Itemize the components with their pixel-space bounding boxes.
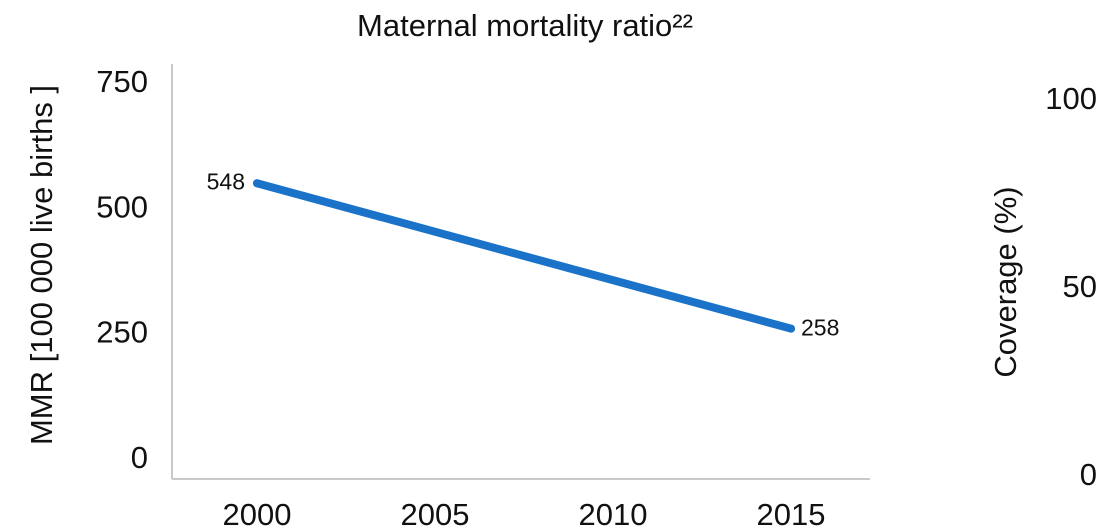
x-tick-label: 2015 xyxy=(757,497,826,529)
series-point xyxy=(253,179,261,188)
y-tick-label: 750 xyxy=(96,64,148,99)
data-labels: 548 258 xyxy=(207,168,840,340)
data-label: 548 xyxy=(207,168,245,194)
secondary-y-tick-label: 0 xyxy=(1080,457,1097,492)
data-label: 258 xyxy=(801,315,839,341)
y-axis-ticks: 0 250 500 750 xyxy=(96,64,148,475)
y-tick-label: 250 xyxy=(96,315,148,350)
x-tick-label: 2010 xyxy=(579,497,648,529)
secondary-y-tick-label: 100 xyxy=(1045,81,1097,116)
x-axis-ticks: 2000 2005 2010 2015 xyxy=(223,497,826,529)
y-axis-label: MMR [100 000 live births ] xyxy=(24,85,59,445)
series-point xyxy=(787,324,795,333)
y-tick-label: 0 xyxy=(131,440,148,475)
series-line xyxy=(253,179,795,333)
y-tick-label: 500 xyxy=(96,189,148,224)
secondary-y-tick-label: 50 xyxy=(1063,269,1097,304)
x-tick-label: 2000 xyxy=(223,497,292,529)
line-series xyxy=(253,179,795,333)
secondary-y-axis-ticks: 0 50 100 xyxy=(1045,81,1097,492)
chart-title: Maternal mortality ratio²² xyxy=(357,8,693,43)
secondary-y-axis-label: Coverage (%) xyxy=(988,186,1023,377)
x-tick-label: 2005 xyxy=(401,497,470,529)
